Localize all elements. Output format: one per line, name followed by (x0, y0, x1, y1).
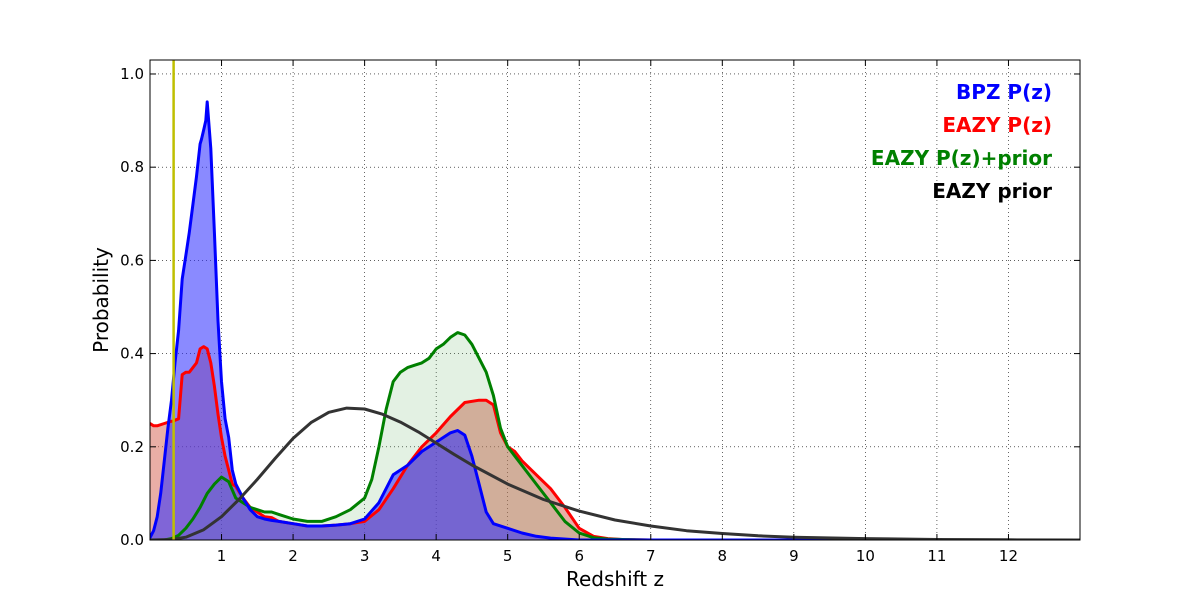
x-tick-label: 12 (999, 547, 1018, 565)
x-tick-label: 5 (503, 547, 513, 565)
x-axis-label: Redshift z (566, 567, 664, 591)
x-tick-label: 1 (217, 547, 227, 565)
plot-frame (149, 59, 1081, 541)
y-tick-label: 0.6 (120, 251, 144, 269)
x-tick-label: 7 (646, 547, 656, 565)
x-tick-label: 9 (789, 547, 799, 565)
plot-background (150, 60, 1080, 540)
series-fills (150, 101, 1080, 540)
series-line-bpz-p-z (150, 100, 1080, 540)
x-tick-label: 3 (360, 547, 370, 565)
x-tick-label: 6 (574, 547, 584, 565)
y-tick-label: 0.2 (120, 438, 144, 456)
legend-entry-eazy-p-z-prior: EAZY P(z)+prior (871, 146, 1052, 170)
legend: BPZ P(z) EAZY P(z) EAZY P(z)+prior EAZY pri… (871, 80, 1052, 203)
x-tick-label: 8 (718, 547, 728, 565)
series-lines (150, 100, 1080, 540)
legend-entry-eazy-p-z: EAZY P(z) (942, 113, 1052, 137)
series-fill-eazy-p-z-prior (150, 332, 1080, 540)
x-tick-label: 10 (856, 547, 875, 565)
y-tick-label: 1.0 (120, 65, 144, 83)
y-axis-label: Probability (89, 247, 113, 353)
y-tick-label: 0.4 (120, 345, 144, 363)
legend-entry-eazy-prior: EAZY prior (932, 179, 1052, 203)
axis-ticks: 1 2 3 4 5 6 7 8 9 10 11 120.00.20.40.60.81.0 (120, 60, 1080, 565)
x-tick-label: 11 (927, 547, 946, 565)
legend-entry-bpz-p-z: BPZ P(z) (956, 80, 1052, 104)
x-tick-label: 2 (288, 547, 298, 565)
x-tick-label: 4 (431, 547, 441, 565)
series-line-eazy-prior (150, 406, 1080, 540)
y-tick-label: 0.0 (120, 531, 144, 549)
y-tick-label: 0.8 (120, 158, 144, 176)
series-line-eazy-p-z-prior (150, 331, 1080, 540)
